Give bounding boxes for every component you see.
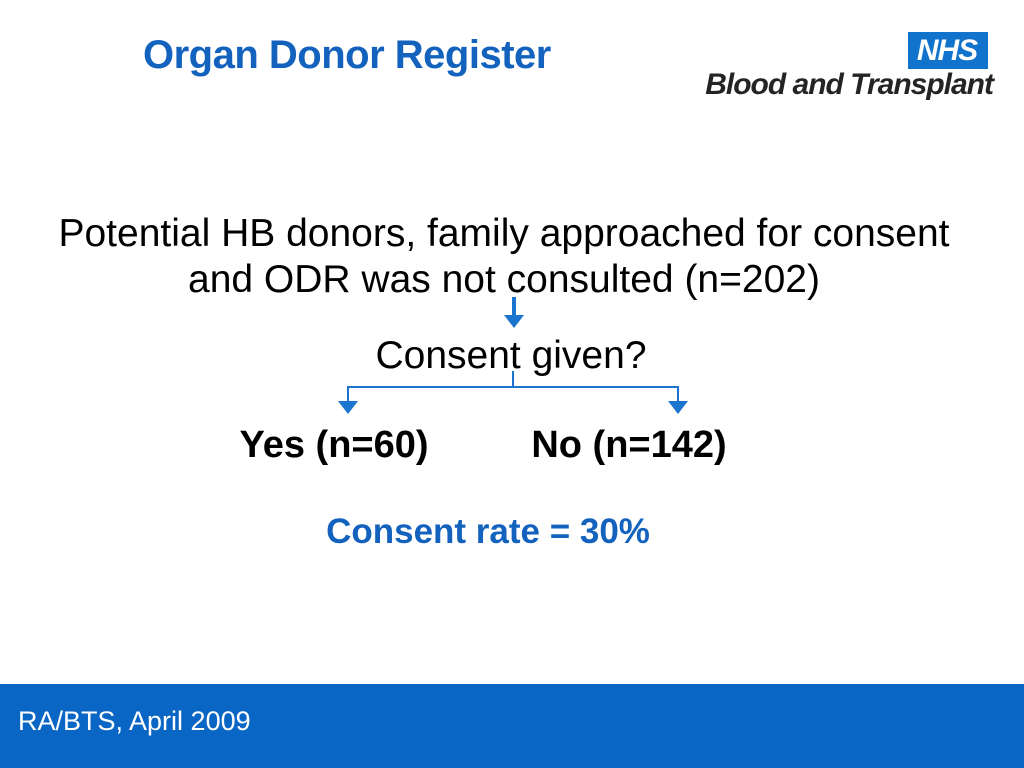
intro-line-2: and ODR was not consulted (n=202) (188, 258, 820, 301)
nhs-logo-text: NHS (916, 33, 978, 67)
branch-yes-label: Yes (n=60) (239, 424, 429, 466)
nhs-wordmark: Blood and Transplant (705, 68, 994, 101)
question-label: Consent given? (375, 334, 647, 377)
branch-right-arrow-icon (668, 401, 688, 414)
footer-credit: RA/BTS, April 2009 (18, 706, 251, 736)
branch-left-arrow-icon (338, 401, 358, 414)
down-arrow-shaft (512, 297, 516, 317)
consent-rate-label: Consent rate = 30% (326, 512, 650, 551)
branch-left-line (347, 386, 349, 403)
footer-bar: RA/BTS, April 2009 (0, 684, 1024, 768)
down-arrow-icon (504, 315, 524, 328)
branch-stub-line (512, 371, 514, 387)
intro-line-1: Potential HB donors, family approached f… (58, 212, 950, 255)
nhs-logo-box: NHS (908, 32, 988, 69)
branch-right-line (677, 386, 679, 403)
branch-no-label: No (n=142) (531, 424, 727, 466)
intro-statement: Potential HB donors, family approached f… (0, 211, 1008, 303)
page-title: Organ Donor Register (143, 33, 551, 77)
branch-horizontal-line (347, 386, 679, 388)
